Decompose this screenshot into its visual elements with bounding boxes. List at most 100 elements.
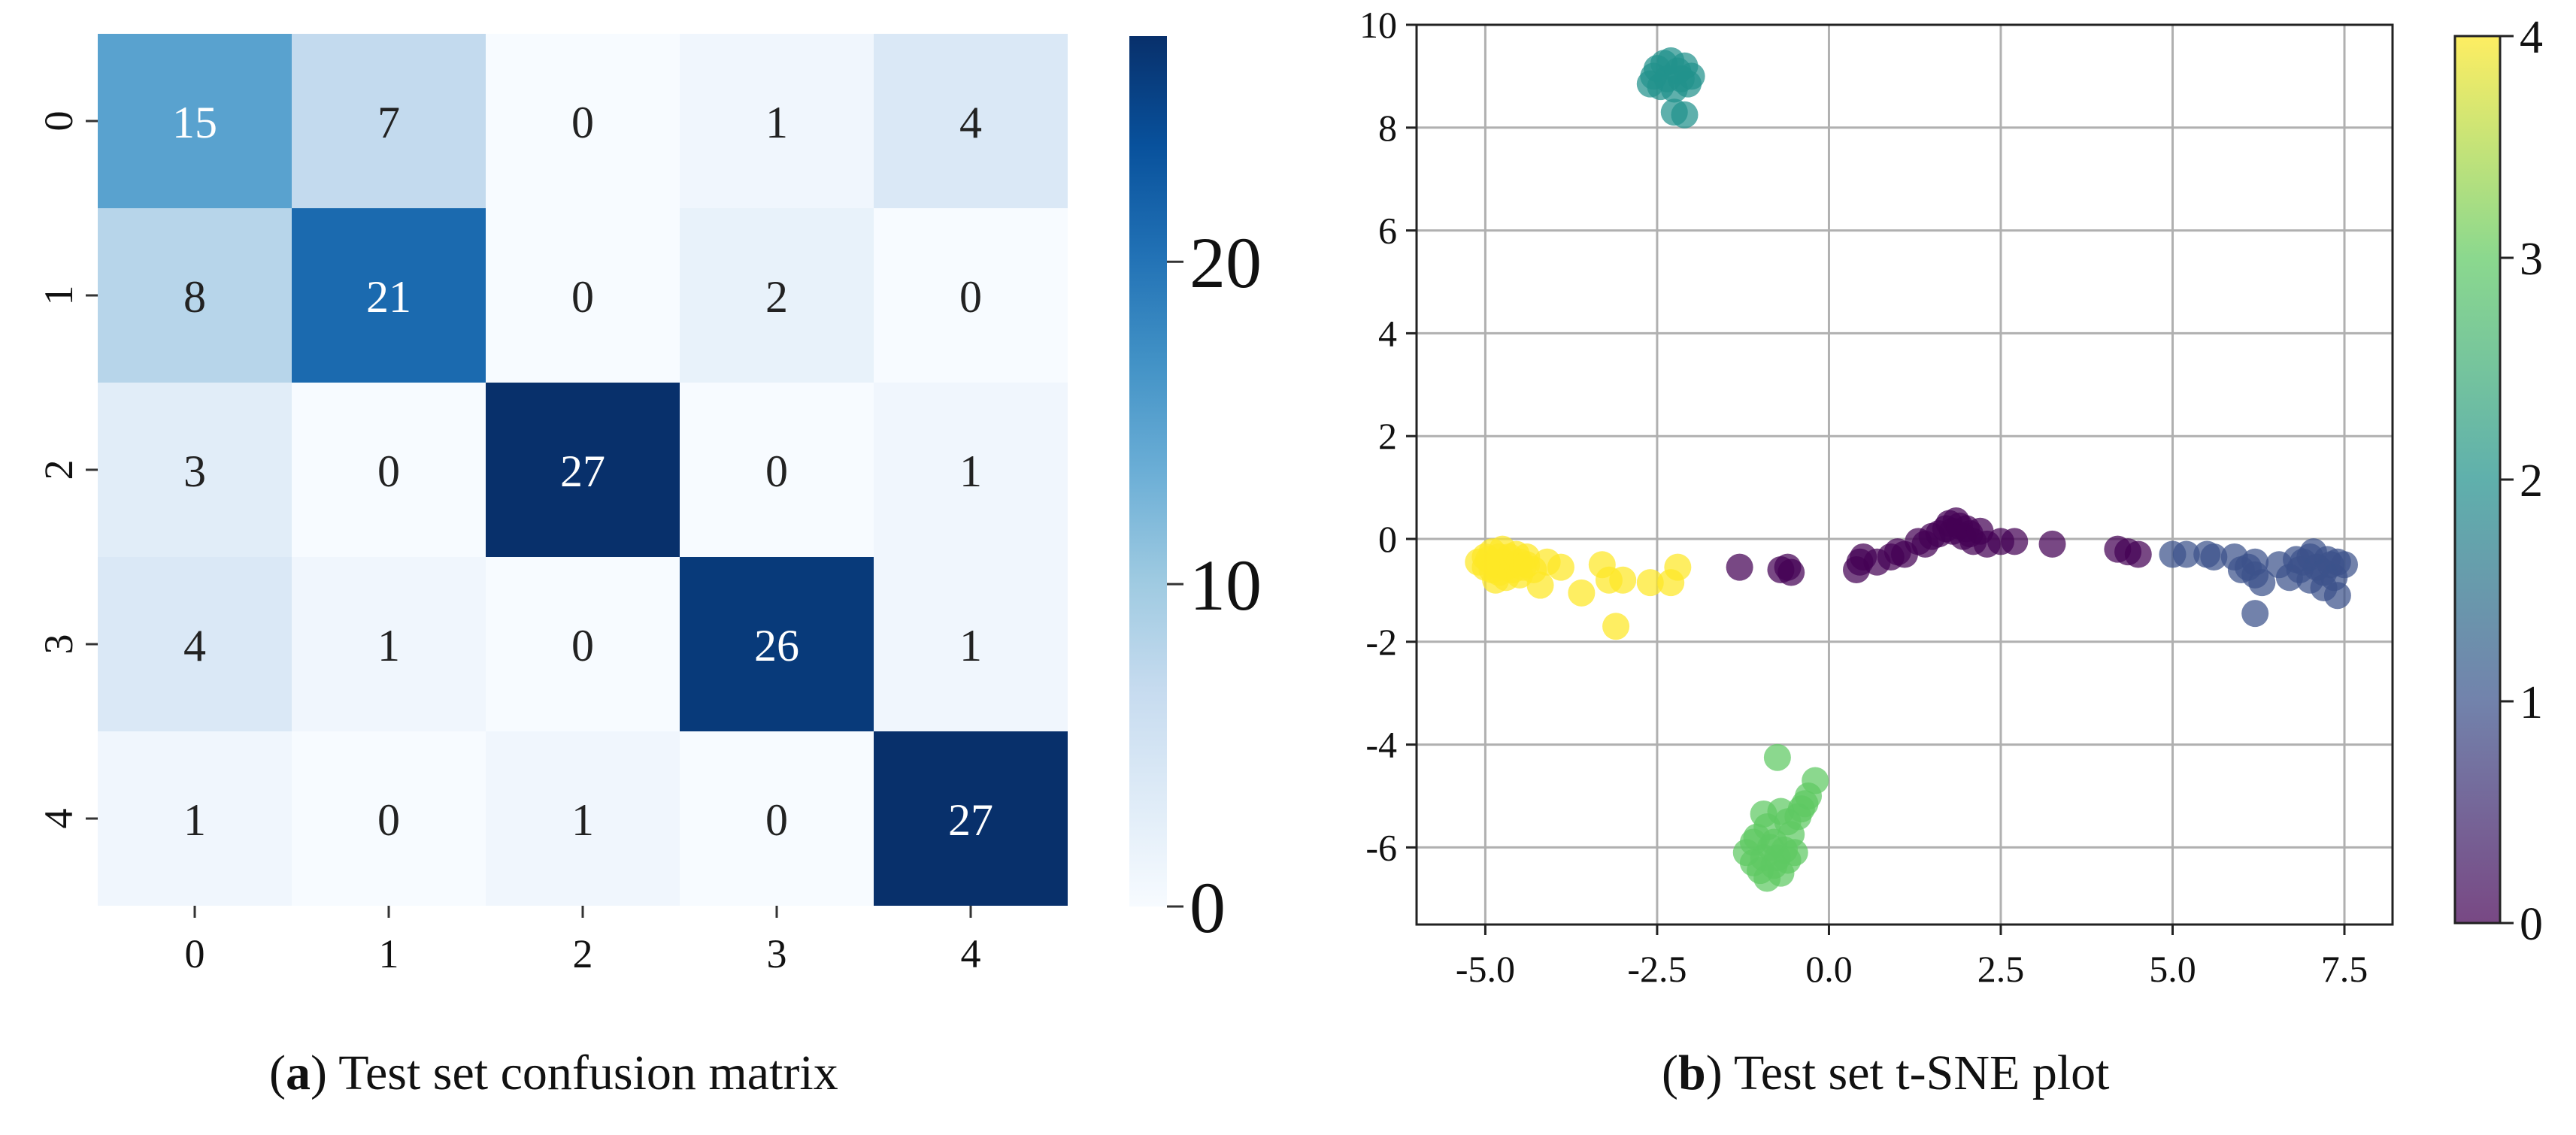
caption-a-letter: a <box>285 1046 311 1100</box>
y-tick-label: 2 <box>1378 415 1397 457</box>
tsne-point-class-0 <box>2001 528 2029 555</box>
heatmap-cell-2-3 <box>680 383 874 557</box>
caption-b-text: Test set t-SNE plot <box>1734 1046 2110 1100</box>
heatmap-cell-1-4 <box>874 208 1068 383</box>
colorbar-b-tick-label: 3 <box>2520 234 2543 285</box>
plot-area <box>1417 25 2393 925</box>
heatmap-cell-3-0 <box>98 557 292 731</box>
tsne-point-class-3 <box>1763 743 1791 771</box>
colorbar-b-tick-label: 0 <box>2520 899 2543 950</box>
heatmap-cell-4-4 <box>874 731 1068 906</box>
heatmap-cell-1-3 <box>680 208 874 383</box>
heatmap-cell-value: 1 <box>765 98 788 147</box>
x-tick-label: -2.5 <box>1627 948 1687 990</box>
x-tick-label: 5.0 <box>2149 948 2196 990</box>
x-tick-label: 0.0 <box>1805 948 1853 990</box>
x-tick-label: 2.5 <box>1977 948 2025 990</box>
x-tick-label: 4 <box>961 931 981 976</box>
tsne-point-class-2 <box>1677 62 1705 90</box>
heatmap-cell-4-3 <box>680 731 874 906</box>
heatmap-cell-0-2 <box>486 34 680 208</box>
tsne-point-class-1 <box>2275 564 2303 592</box>
heatmap-cell-value: 0 <box>765 446 788 496</box>
caption-b-letter: b <box>1677 1046 1706 1100</box>
heatmap-cell-value: 0 <box>571 621 594 670</box>
y-tick-label: -4 <box>1365 724 1397 766</box>
heatmap-cell-value: 4 <box>183 621 206 670</box>
heatmap-cell-0-1 <box>292 34 486 208</box>
heatmap-cell-value: 8 <box>183 272 206 322</box>
tsne-point-class-1 <box>2172 540 2200 568</box>
heatmap-cell-value: 0 <box>765 795 788 845</box>
heatmap-cell-value: 27 <box>560 446 605 496</box>
heatmap-cell-1-1 <box>292 208 486 383</box>
y-tick-label: 6 <box>1378 210 1397 252</box>
tsne-point-class-4 <box>1636 569 1664 597</box>
heatmap-cell-value: 1 <box>377 621 400 670</box>
plot-frame <box>1415 23 2394 926</box>
heatmap-cell-value: 15 <box>172 98 217 147</box>
heatmap-cell-value: 27 <box>948 795 993 845</box>
colorbar-b <box>2453 35 2502 925</box>
tsne-point-class-3 <box>1774 846 1802 874</box>
heatmap-cell-value: 26 <box>754 621 799 670</box>
heatmap-cell-3-1 <box>292 557 486 731</box>
y-tick-label: -2 <box>1365 621 1397 663</box>
caption-a-text: Test set confusion matrix <box>338 1046 838 1100</box>
heatmap-cell-4-2 <box>486 731 680 906</box>
heatmap-cell-value: 0 <box>571 272 594 322</box>
x-tick-label: -5.0 <box>1456 948 1515 990</box>
heatmap-cell-0-4 <box>874 34 1068 208</box>
heatmap-cell-value: 1 <box>183 795 206 845</box>
heatmap-cell-value: 0 <box>571 98 594 147</box>
colorbar-b-tick-label: 4 <box>2520 12 2543 63</box>
x-tick-label: 3 <box>767 931 787 976</box>
colorbar-b-tick-label: 1 <box>2520 677 2543 728</box>
tsne-point-class-4 <box>1602 613 1630 640</box>
heatmap-cell-value: 3 <box>183 446 206 496</box>
tsne-point-class-1 <box>2248 569 2276 597</box>
colorbar-a-tick-label: 0 <box>1190 867 1226 948</box>
heatmap-cell-2-2 <box>486 383 680 557</box>
tsne-point-class-1 <box>2331 551 2359 579</box>
x-tick-label: 7.5 <box>2321 948 2368 990</box>
heatmap-cell-value: 21 <box>366 272 411 322</box>
y-tick-label: 4 <box>36 809 81 829</box>
heatmap-cell-value: 1 <box>959 621 982 670</box>
heatmap-cell-0-3 <box>680 34 874 208</box>
colorbar-b-tick-label: 2 <box>2520 456 2543 507</box>
colorbar-a <box>1129 36 1167 906</box>
heatmap-cell-3-4 <box>874 557 1068 731</box>
y-tick-label: 0 <box>36 111 81 132</box>
y-tick-label: 0 <box>1378 518 1397 560</box>
y-tick-label: 4 <box>1378 312 1397 354</box>
heatmap-cell-4-1 <box>292 731 486 906</box>
heatmap-cell-value: 0 <box>377 795 400 845</box>
heatmap-cell-value: 0 <box>377 446 400 496</box>
tsne-point-class-3 <box>1795 782 1823 810</box>
heatmap-cell-3-3 <box>680 557 874 731</box>
heatmap-cell-3-2 <box>486 557 680 731</box>
heatmap-cell-4-0 <box>98 731 292 906</box>
tsne-point-class-1 <box>2200 543 2228 571</box>
tsne-point-class-4 <box>1547 553 1574 581</box>
tsne-point-class-2 <box>1671 101 1699 129</box>
tsne-point-class-4 <box>1526 571 1554 599</box>
caption-a: (a) Test set confusion matrix <box>269 1046 838 1100</box>
tsne-point-class-0 <box>2124 540 2152 568</box>
heatmap-cell-1-0 <box>98 208 292 383</box>
heatmap-cell-value: 7 <box>377 98 400 147</box>
colorbar-a-tick-label: 10 <box>1190 545 1262 625</box>
y-tick-label: 1 <box>36 286 81 306</box>
tsne-point-class-0 <box>2038 530 2066 558</box>
tsne-point-class-3 <box>1750 844 1777 872</box>
colorbar-a-tick-label: 20 <box>1190 222 1262 303</box>
heatmap-cell-value: 4 <box>959 98 982 147</box>
heatmap-cell-1-2 <box>486 208 680 383</box>
heatmap-cell-2-1 <box>292 383 486 557</box>
y-tick-label: 8 <box>1378 107 1397 149</box>
tsne-point-class-0 <box>1726 553 1753 581</box>
x-tick-label: 2 <box>573 931 593 976</box>
y-tick-label: -6 <box>1365 826 1397 868</box>
